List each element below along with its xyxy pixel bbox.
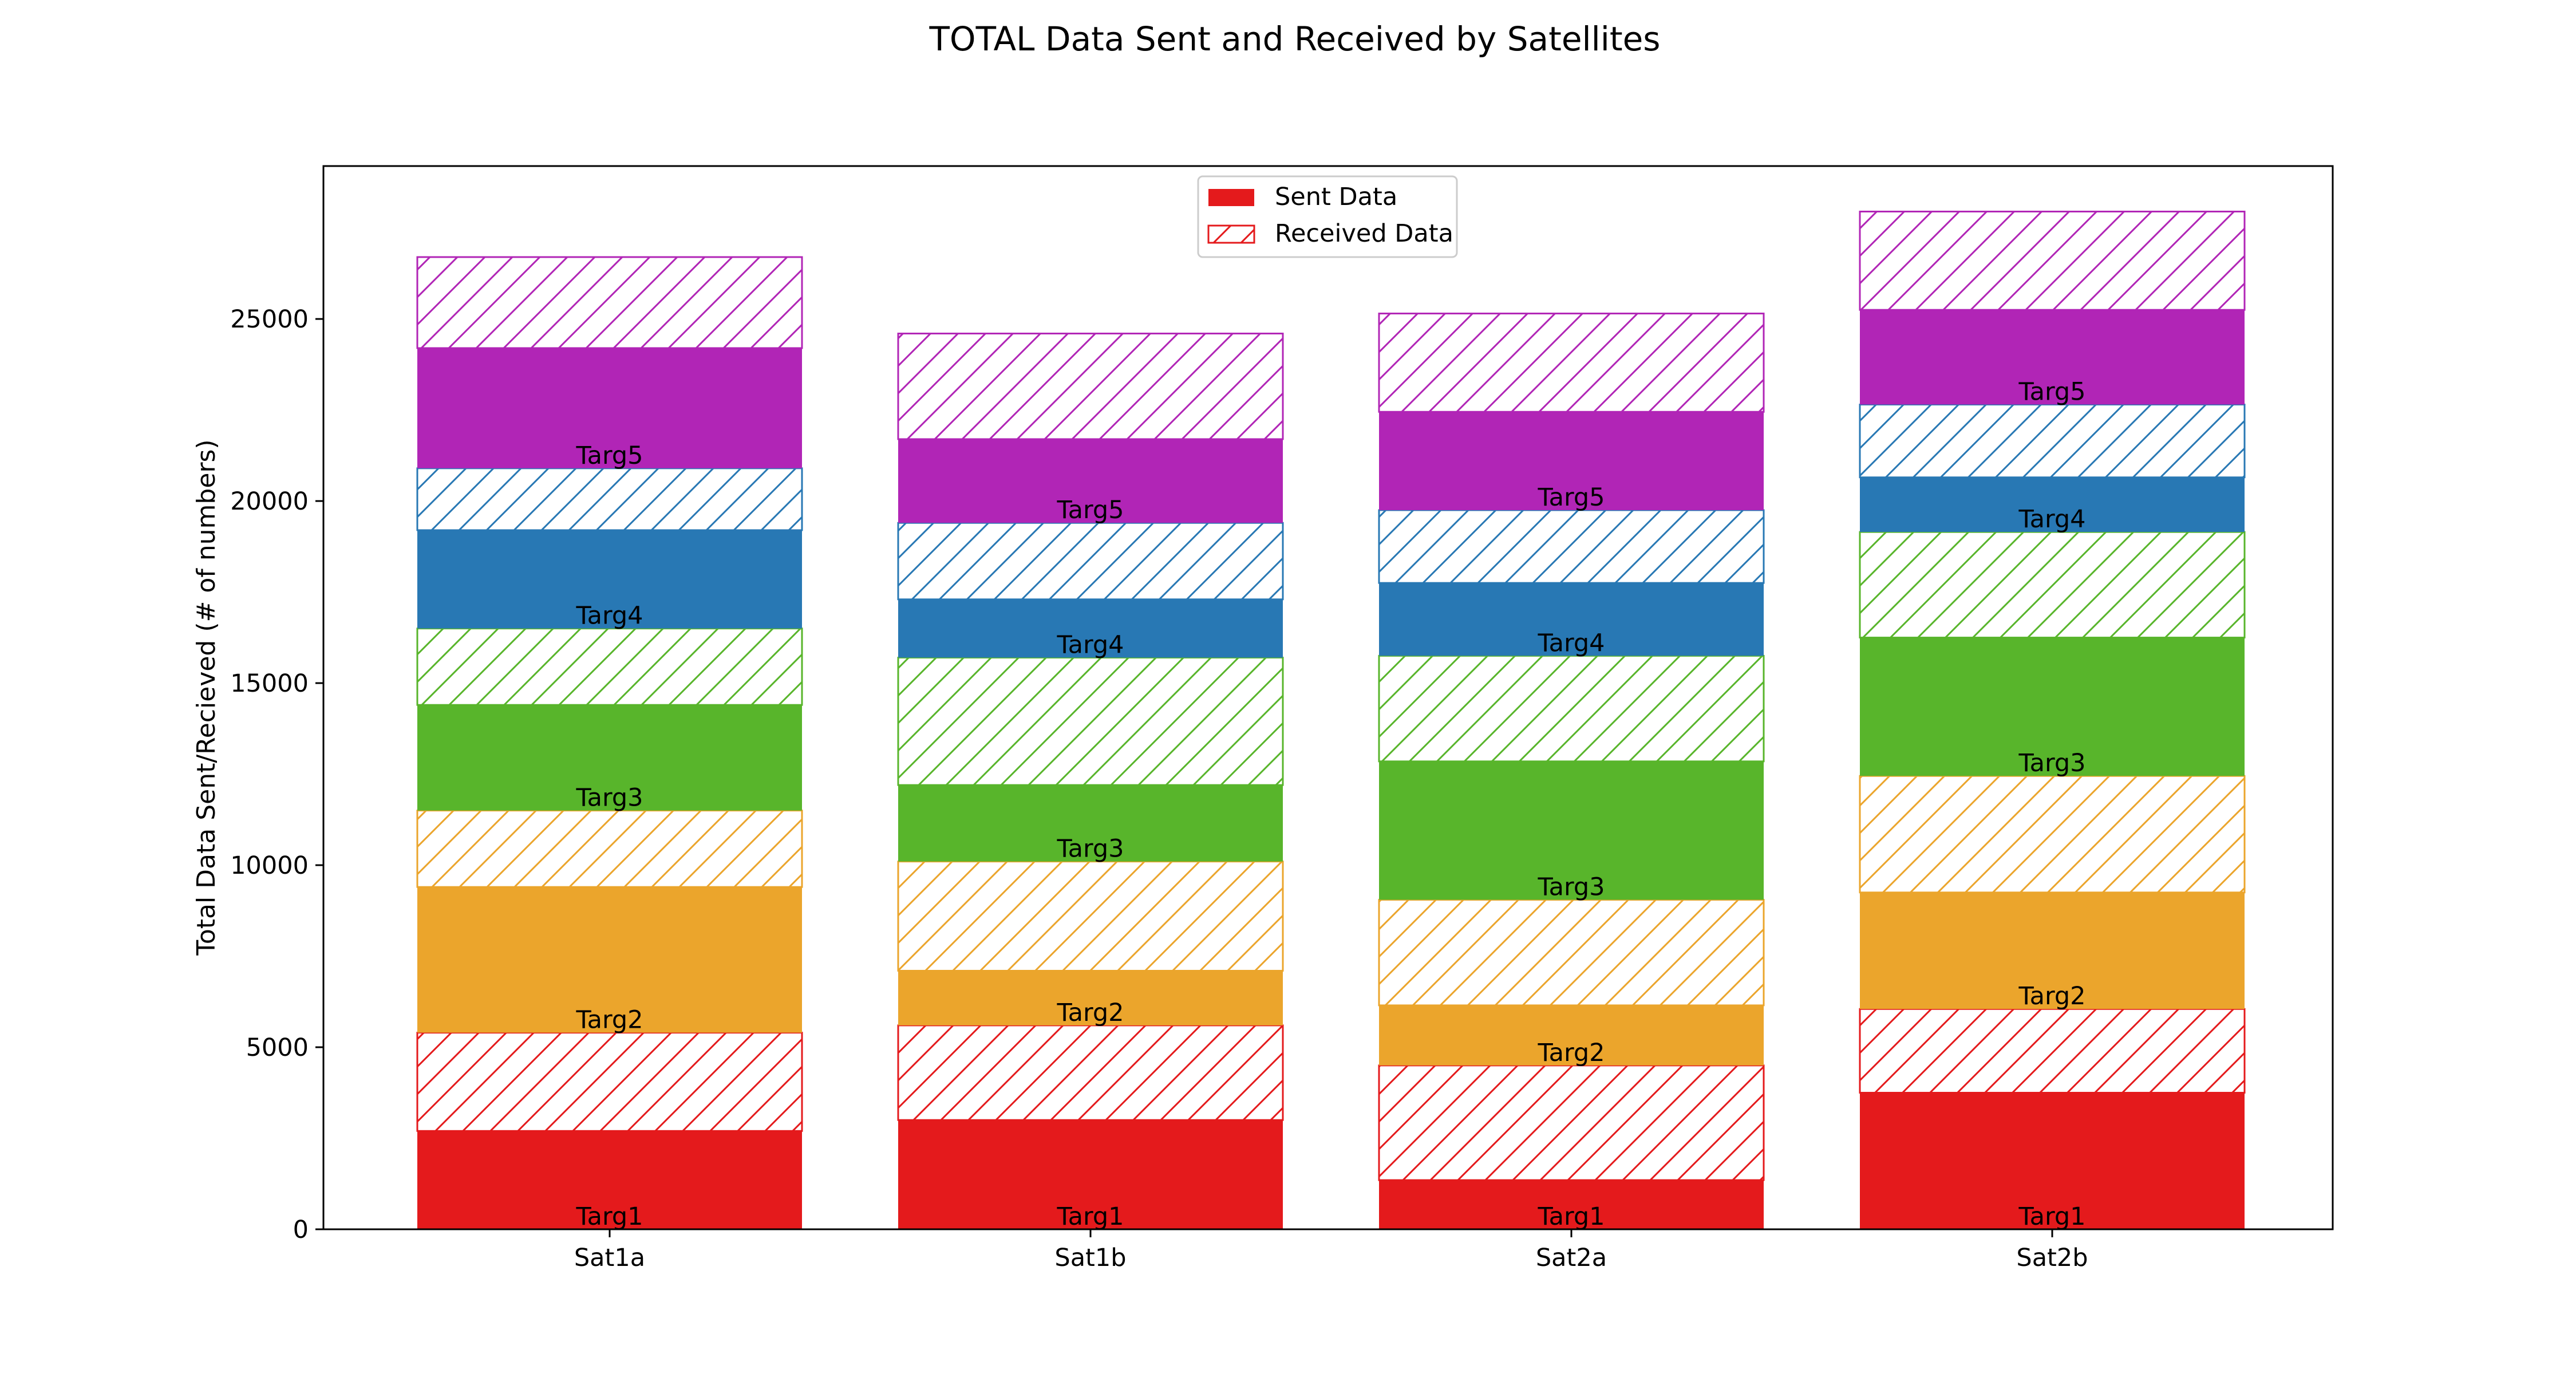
bar-sent-sat2b-targ5 <box>1860 310 2245 405</box>
y-tick-label: 25000 <box>230 305 309 334</box>
bar-sent-sat2b-targ1 <box>1860 1092 2245 1229</box>
bar-received-sat2b-targ3 <box>1859 531 2246 639</box>
bar-sent-sat1b-targ3 <box>898 785 1283 862</box>
bar-label-sat1b-targ5: Targ5 <box>1056 496 1124 524</box>
bar-label-sat2a-targ4: Targ4 <box>1537 629 1605 657</box>
bar-label-sat2b-targ1: Targ1 <box>2018 1202 2085 1231</box>
bar-labels-layer: Targ1 Targ2 Targ3 Targ4 Targ5 Targ1 Targ2 Targ3… <box>575 378 2085 1231</box>
bar-sent-sat1a-targ3 <box>417 705 802 811</box>
bar-sent-sat1a-targ2 <box>417 887 802 1033</box>
legend-sent-swatch <box>1208 189 1254 206</box>
bar-received-sat1a-targ2 <box>416 810 803 888</box>
bar-sent-sat2a-targ1 <box>1379 1180 1764 1229</box>
bar-received-sat1a-targ5 <box>416 256 803 349</box>
bar-label-sat1a-targ2: Targ2 <box>575 1006 643 1035</box>
bar-sent-sat2a-targ5 <box>1379 412 1764 510</box>
bar-received-sat2b-targ2 <box>1859 775 2246 894</box>
bar-received-sat1a-targ4 <box>416 467 803 531</box>
plot-frame <box>322 165 2334 1230</box>
bar-received-sat2a-targ3 <box>1378 654 1765 763</box>
y-tick-label: 10000 <box>230 851 309 880</box>
bar-label-sat1a-targ5: Targ5 <box>575 441 643 470</box>
bar-label-sat1a-targ4: Targ4 <box>575 602 643 630</box>
bar-sent-sat1a-targ5 <box>417 348 802 468</box>
bar-label-sat2b-targ5: Targ5 <box>2018 378 2085 407</box>
bar-label-sat2a-targ1: Targ1 <box>1537 1202 1605 1231</box>
legend-received-swatch <box>1207 224 1255 244</box>
y-axis-label: Total Data Sent/Recieved (# of numbers) <box>192 439 221 956</box>
bar-received-sat2b-targ4 <box>1859 404 2246 479</box>
bar-sent-sat2a-targ3 <box>1379 761 1764 900</box>
bars-layer <box>416 210 2246 1229</box>
y-tick-label: 0 <box>293 1216 309 1244</box>
bar-sent-sat1a-targ4 <box>417 530 802 629</box>
x-axis: Sat1a Sat1b Sat2a Sat2b <box>574 1229 2088 1272</box>
bar-sent-sat1b-targ2 <box>898 970 1283 1025</box>
y-axis: 0 5000 10000 15000 20000 25000 <box>230 305 323 1244</box>
x-tick-label: Sat2a <box>1536 1244 1607 1272</box>
bar-sent-sat1b-targ4 <box>898 599 1283 658</box>
bar-label-sat1b-targ2: Targ2 <box>1056 999 1124 1027</box>
bar-sent-sat2b-targ2 <box>1860 892 2245 1009</box>
x-tick-label: Sat1b <box>1054 1244 1126 1272</box>
legend-sent-label: Sent Data <box>1275 183 1397 211</box>
bar-label-sat2b-targ4: Targ4 <box>2018 505 2085 534</box>
bar-received-sat2b-targ1 <box>1859 1008 2246 1094</box>
bar-label-sat2a-targ3: Targ3 <box>1537 873 1605 901</box>
bar-sent-sat2a-targ4 <box>1379 583 1764 656</box>
x-tick-label: Sat2b <box>2016 1244 2088 1272</box>
legend: Sent Data Received Data <box>1197 175 1458 258</box>
legend-received-label: Received Data <box>1275 219 1453 248</box>
bar-received-sat2b-targ5 <box>1859 210 2246 311</box>
bar-sent-sat1b-targ5 <box>898 439 1283 523</box>
bar-label-sat1a-targ3: Targ3 <box>575 784 643 812</box>
bar-received-sat1b-targ5 <box>897 333 1284 440</box>
legend-box <box>1197 175 1458 258</box>
bar-sent-sat2b-targ4 <box>1860 477 2245 532</box>
bar-sent-sat2b-targ3 <box>1860 637 2245 776</box>
bar-received-sat1b-targ2 <box>897 861 1284 972</box>
y-tick-label: 5000 <box>246 1033 309 1062</box>
bar-label-sat1b-targ3: Targ3 <box>1056 835 1124 863</box>
bar-sent-sat2a-targ2 <box>1379 1005 1764 1066</box>
bar-label-sat2b-targ3: Targ3 <box>2018 749 2085 778</box>
bar-sent-sat1b-targ1 <box>898 1120 1283 1229</box>
bar-label-sat2b-targ2: Targ2 <box>2018 982 2085 1011</box>
bar-received-sat1a-targ1 <box>416 1032 803 1132</box>
y-tick-label: 15000 <box>230 669 309 698</box>
bar-label-sat1b-targ1: Targ1 <box>1056 1202 1124 1231</box>
chart-title: TOTAL Data Sent and Received by Satellit… <box>929 19 1660 58</box>
bar-received-sat1b-targ4 <box>897 522 1284 601</box>
bar-received-sat2a-targ2 <box>1378 898 1765 1007</box>
bar-received-sat2a-targ4 <box>1378 509 1765 584</box>
bar-received-sat1b-targ3 <box>897 657 1284 786</box>
x-tick-label: Sat1a <box>574 1244 645 1272</box>
y-tick-label: 20000 <box>230 487 309 516</box>
bar-received-sat1a-targ3 <box>416 628 803 706</box>
bar-label-sat2a-targ2: Targ2 <box>1537 1039 1605 1067</box>
bar-label-sat1b-targ4: Targ4 <box>1056 631 1124 660</box>
bar-received-sat2a-targ5 <box>1378 313 1765 413</box>
bar-sent-sat1a-targ1 <box>417 1131 802 1229</box>
bar-received-sat1b-targ1 <box>897 1024 1284 1121</box>
bar-label-sat1a-targ1: Targ1 <box>575 1202 643 1231</box>
bar-label-sat2a-targ5: Targ5 <box>1537 483 1605 512</box>
bar-received-sat2a-targ1 <box>1378 1064 1765 1181</box>
